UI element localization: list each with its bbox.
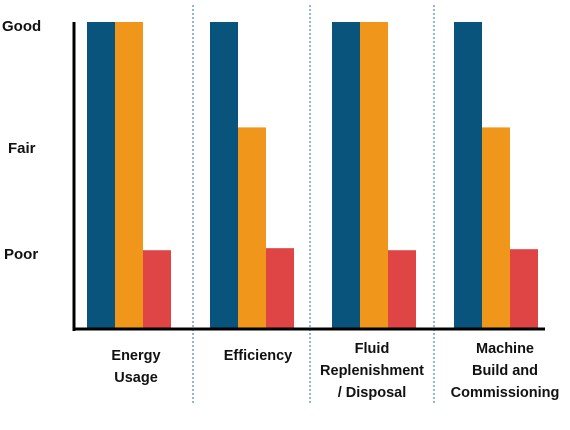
bar-series2-cat2 [238,127,266,329]
x-tick-label-3: Fluid Replenishment / Disposal [320,341,424,401]
bar-series1-cat4 [454,22,482,329]
bar-series1-cat2 [210,22,238,329]
bar-series2-cat3 [360,22,388,329]
bars [87,22,538,329]
bar-series1-cat1 [87,22,115,329]
bar-series3-cat2 [266,248,294,329]
y-tick-label-good: Good [2,18,41,35]
bar-series2-cat1 [115,22,143,329]
bar-series3-cat3 [388,250,416,329]
bar-series3-cat4 [510,249,538,329]
bar-series3-cat1 [143,250,171,329]
x-axis-labels: Energy Usage Efficiency Fluid Replenishment /… [111,341,559,401]
y-axis-labels: Poor Fair Good [2,18,41,263]
axes [72,22,545,331]
bar-series1-cat3 [332,22,360,329]
x-tick-label-1: Energy Usage [111,348,160,386]
y-tick-label-poor: Poor [4,246,38,263]
bar-series2-cat4 [482,127,510,329]
x-tick-label-4: Machine Build and Commissioning [451,341,560,401]
x-tick-label-2: Efficiency [224,348,293,364]
y-tick-label-fair: Fair [8,140,36,157]
category-separators [192,5,435,405]
